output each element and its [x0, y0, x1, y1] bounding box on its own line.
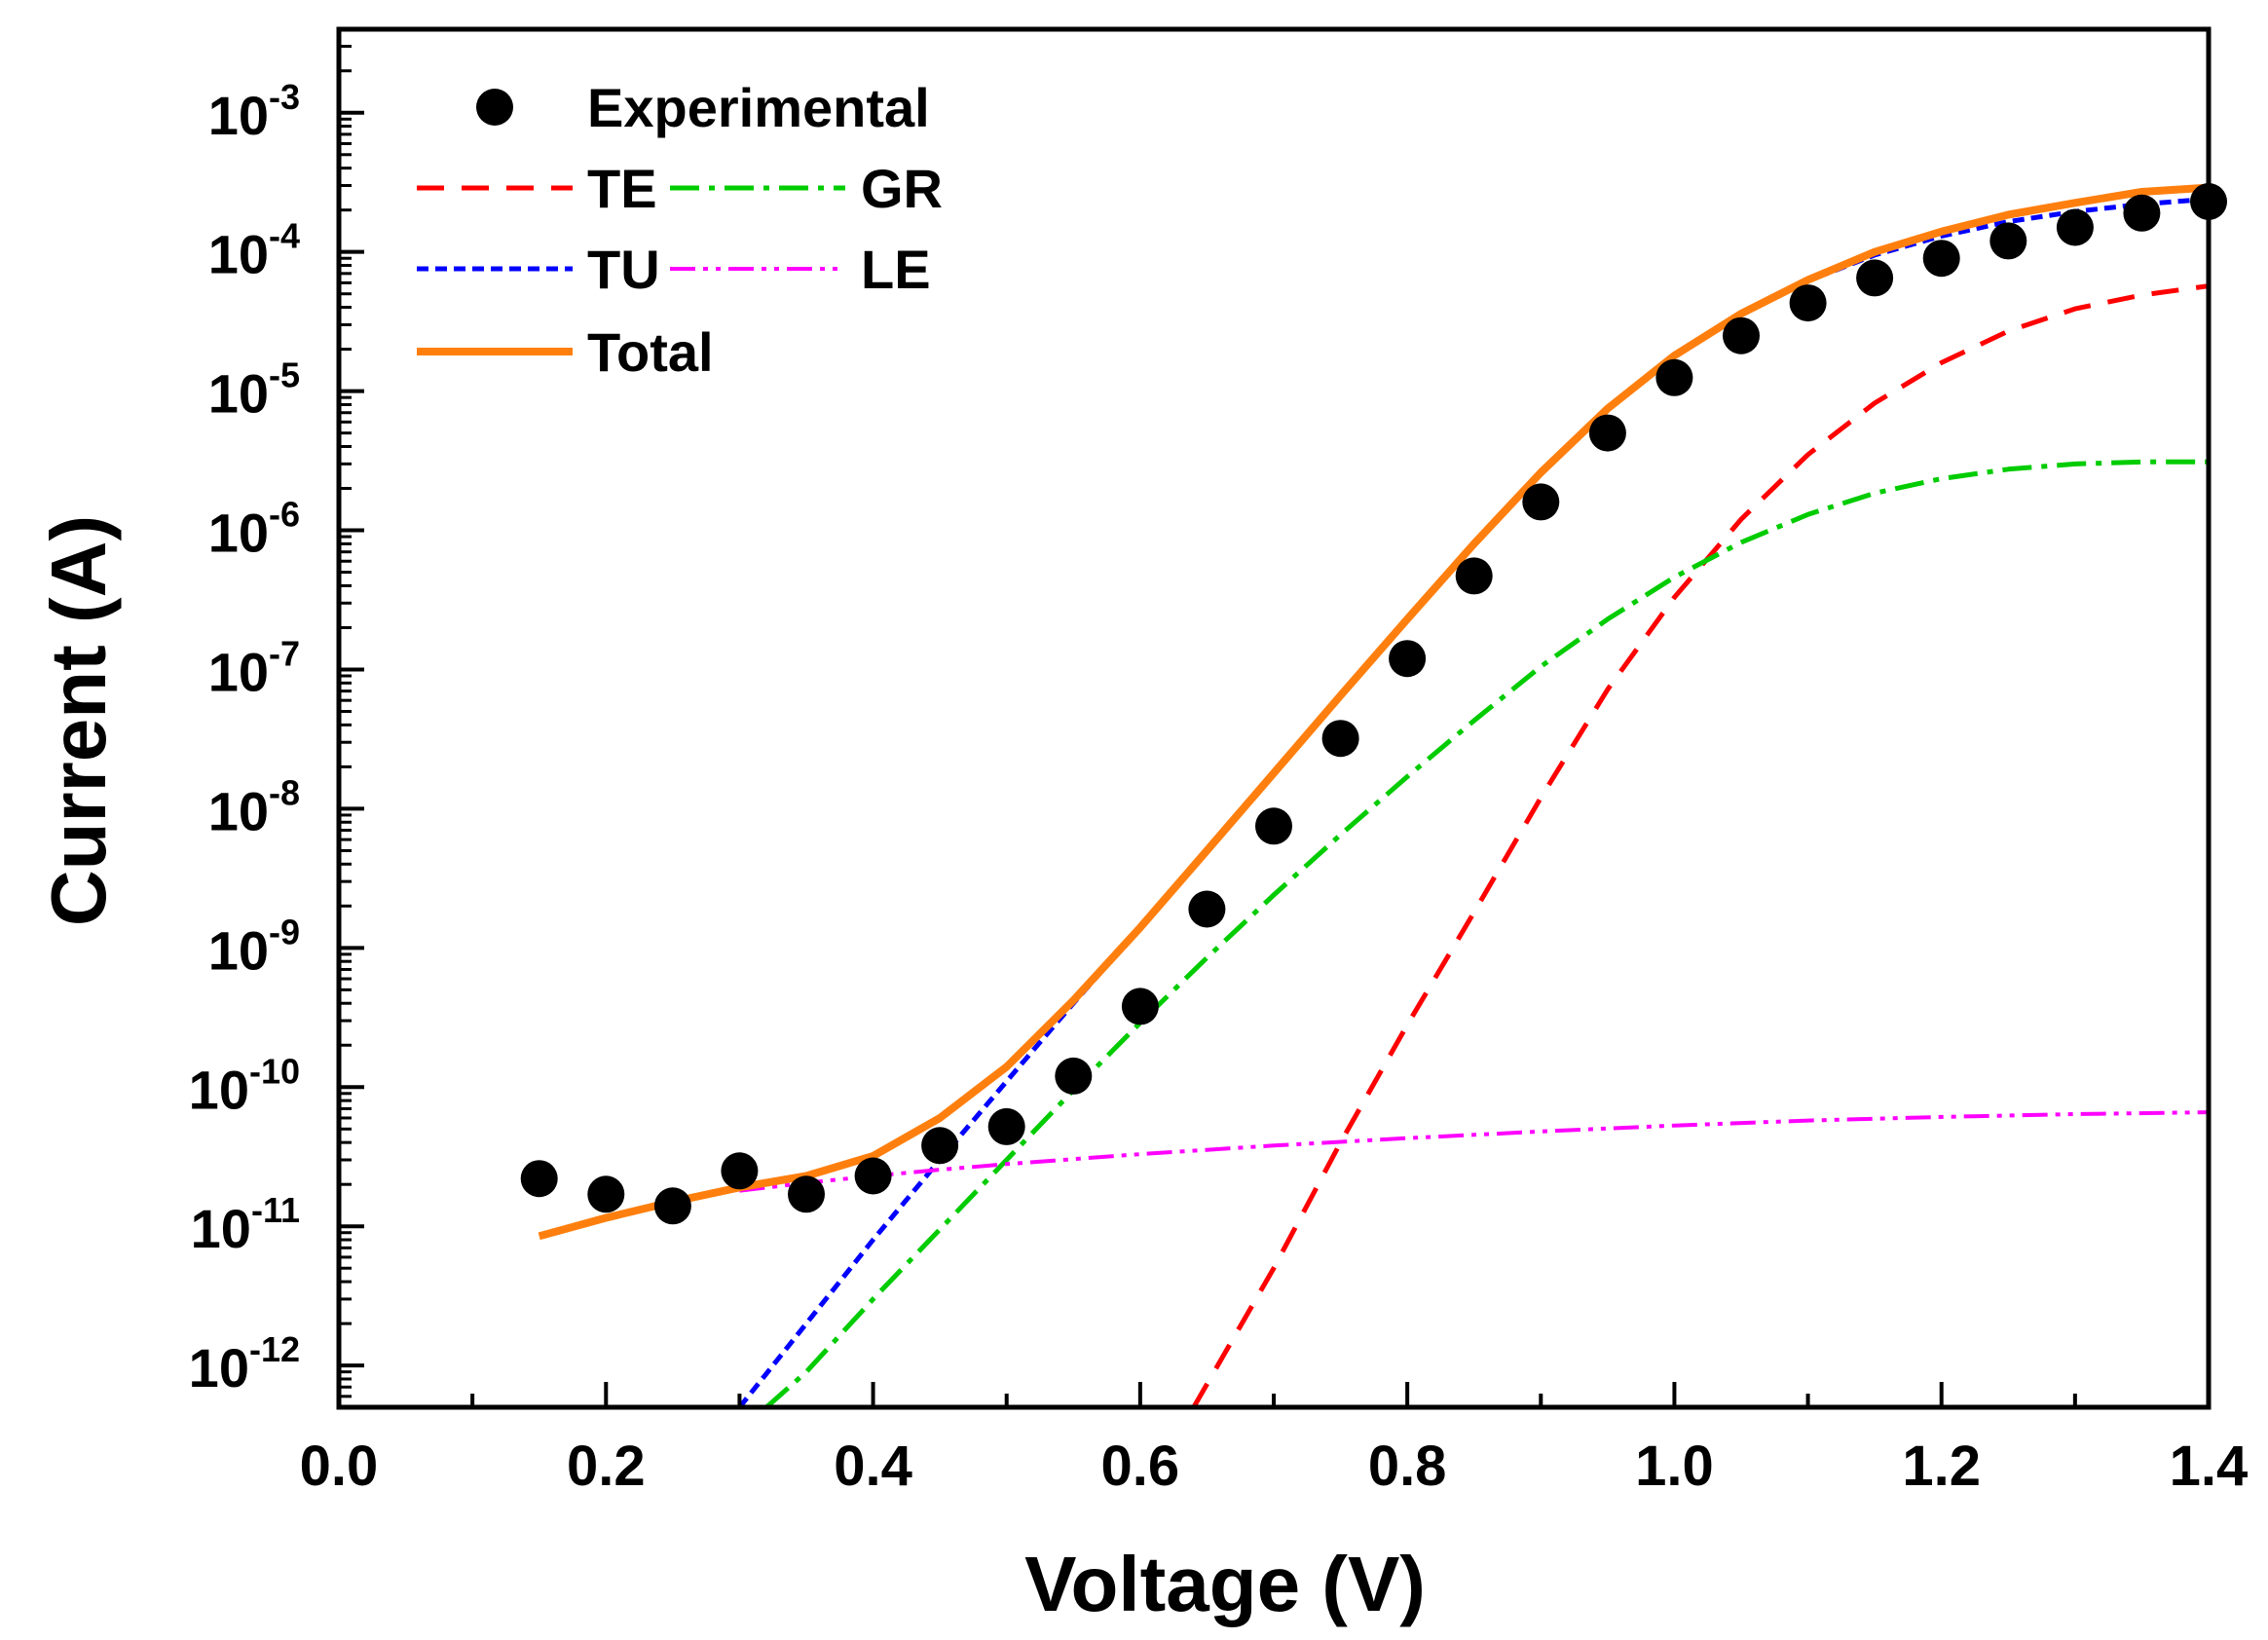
x-tick-label: 0.4: [834, 1435, 912, 1498]
x-tick-label: 0.2: [567, 1435, 646, 1498]
data-point: [1723, 317, 1760, 354]
data-point: [653, 1187, 691, 1225]
data-point: [1989, 222, 2027, 260]
y-tick-label: 10-9: [208, 912, 300, 981]
data-point: [2123, 194, 2161, 232]
data-point: [921, 1127, 959, 1165]
legend-label-le: LE: [861, 239, 931, 300]
legend-label-gr: GR: [861, 158, 943, 219]
data-point: [1389, 640, 1427, 678]
legend-marker-experimental: [476, 89, 513, 126]
data-point: [721, 1152, 759, 1190]
x-tick-label: 0.0: [300, 1435, 379, 1498]
x-tick-label: 0.6: [1101, 1435, 1180, 1498]
y-tick-label: 10-4: [208, 216, 300, 285]
data-point: [1055, 1057, 1093, 1095]
legend-label-tu: TU: [587, 239, 660, 300]
data-point: [1321, 720, 1359, 758]
legend-label-total: Total: [587, 321, 714, 383]
x-tick-label: 1.0: [1635, 1435, 1714, 1498]
x-axis-label: Voltage (V): [1024, 1541, 1426, 1627]
x-tick-label: 0.8: [1368, 1435, 1447, 1498]
y-tick-label: 10-8: [208, 772, 300, 841]
y-tick-label: 10-10: [189, 1051, 300, 1120]
y-axis-label: Current (A): [35, 515, 122, 926]
y-tick-label: 10-6: [208, 495, 300, 564]
data-point: [520, 1160, 558, 1198]
data-point: [1522, 483, 1560, 521]
data-point: [1856, 259, 1894, 297]
data-point: [587, 1175, 625, 1213]
y-tick-label: 10-12: [189, 1329, 300, 1398]
data-point: [788, 1175, 825, 1213]
series-line-le: [739, 1110, 2209, 1193]
legend-label-te: TE: [587, 158, 657, 219]
series-line-total: [538, 183, 2209, 1241]
y-tick-label: 10-11: [191, 1190, 300, 1259]
y-tick-label: 10-5: [208, 355, 300, 425]
data-point: [1188, 890, 1226, 928]
data-point: [1655, 358, 1693, 396]
data-point: [987, 1107, 1025, 1145]
curve-layer: [538, 183, 2209, 1407]
data-point: [1455, 557, 1493, 595]
tick-marks: [337, 45, 2211, 1407]
data-point: [854, 1157, 892, 1195]
data-point: [1255, 807, 1292, 845]
y-tick-labels: 10-3 10-4 10-5 10-6 10-7 10-8 10-9 10-10 10-11 10…: [189, 77, 300, 1398]
y-tick-label: 10-7: [208, 633, 300, 702]
x-tick-labels: 0.0 0.2 0.4 0.6 0.8 1.0 1.2 1.4: [300, 1435, 2249, 1498]
data-point: [1588, 414, 1626, 452]
x-tick-label: 1.2: [1902, 1435, 1981, 1498]
data-point: [1789, 284, 1827, 322]
data-point: [1121, 988, 1159, 1025]
data-point: [1922, 240, 1960, 278]
legend: Experimental TE GR TU LE Total: [417, 77, 943, 383]
legend-label-experimental: Experimental: [587, 77, 930, 138]
experimental-points: [520, 183, 2227, 1225]
series-line-gr: [764, 459, 2209, 1407]
y-tick-label: 10-3: [208, 77, 300, 146]
data-point: [2056, 208, 2094, 246]
x-tick-label: 1.4: [2170, 1435, 2249, 1498]
